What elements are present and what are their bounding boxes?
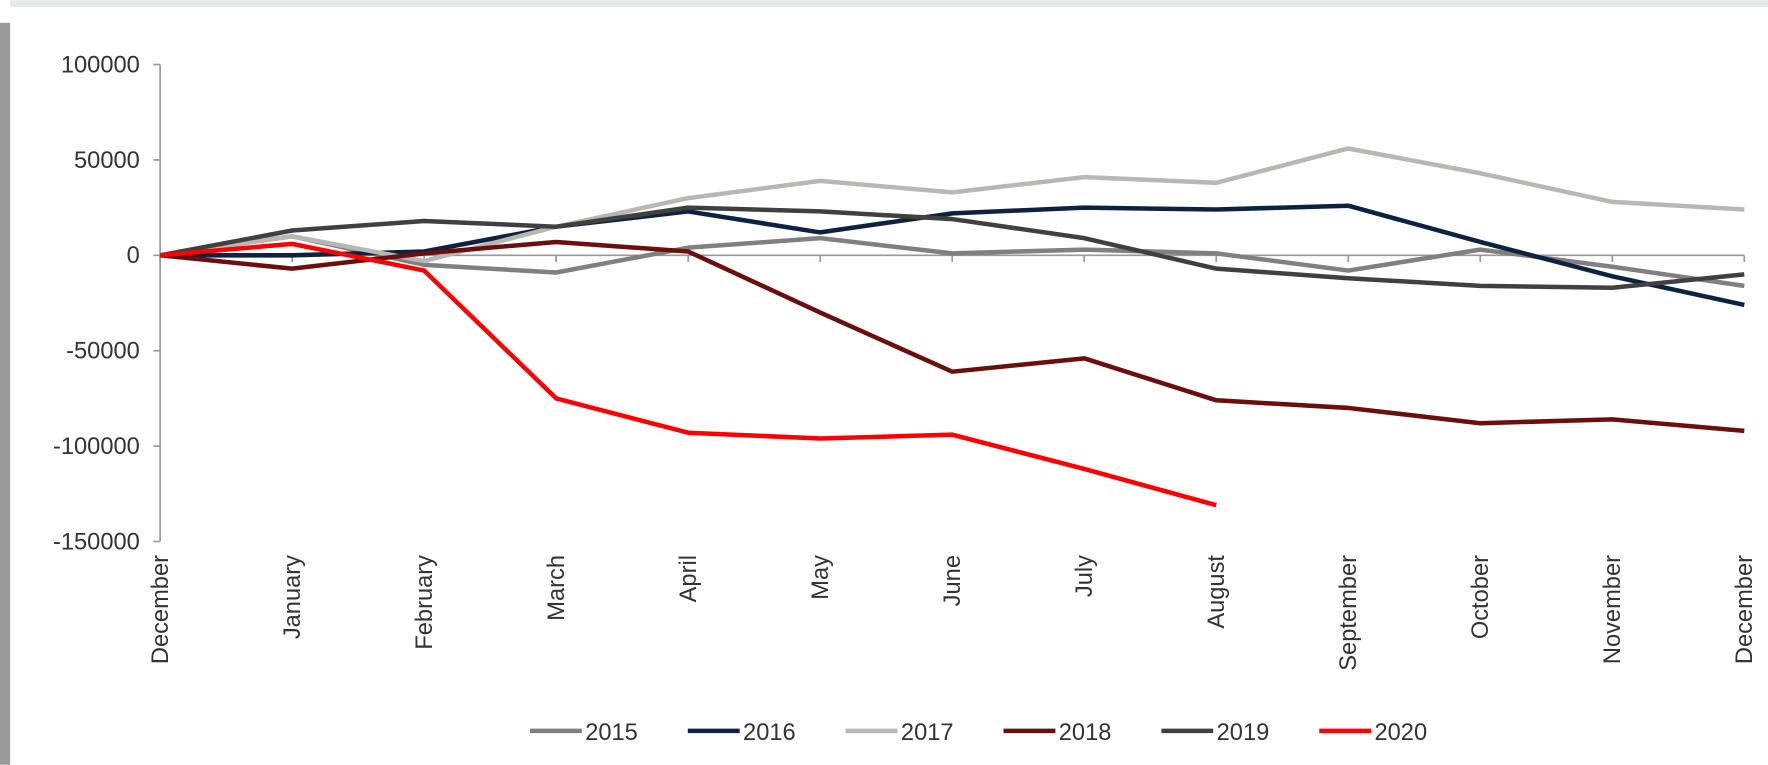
legend-label: 2018 [1059, 720, 1112, 746]
x-tick-label: December [148, 555, 174, 664]
x-tick-label: June [940, 555, 966, 606]
x-tick-label: December [1732, 555, 1758, 664]
frame-top [10, 0, 1768, 8]
legend-label: 2017 [901, 720, 954, 746]
x-tick-label: August [1204, 555, 1230, 629]
series-line [159, 241, 1217, 508]
legend-label: 2016 [743, 720, 796, 746]
series-line [159, 146, 1745, 264]
x-tick-label: October [1468, 555, 1494, 639]
legend-label: 2020 [1374, 720, 1427, 746]
frame-edge [0, 22, 11, 765]
x-tick-label: July [1072, 555, 1098, 597]
y-tick-label: -50000 [66, 339, 140, 365]
series-line [159, 233, 1745, 289]
x-tick-label: February [412, 555, 438, 650]
y-tick-label: -150000 [53, 529, 140, 555]
y-tick-label: -100000 [53, 434, 140, 460]
legend-label: 2015 [585, 720, 638, 746]
x-tick-label: March [544, 555, 570, 621]
x-tick-label: January [280, 555, 306, 639]
x-tick-label: September [1336, 555, 1362, 671]
legend-label: 2019 [1217, 720, 1270, 746]
x-tick-label: April [676, 555, 702, 602]
y-tick-label: 50000 [74, 148, 140, 174]
y-tick-label: 100000 [61, 52, 140, 78]
x-tick-label: November [1600, 555, 1626, 664]
y-tick-label: 0 [127, 243, 140, 269]
x-tick-label: May [808, 555, 834, 600]
series-line [159, 239, 1745, 434]
series-line [159, 205, 1745, 291]
